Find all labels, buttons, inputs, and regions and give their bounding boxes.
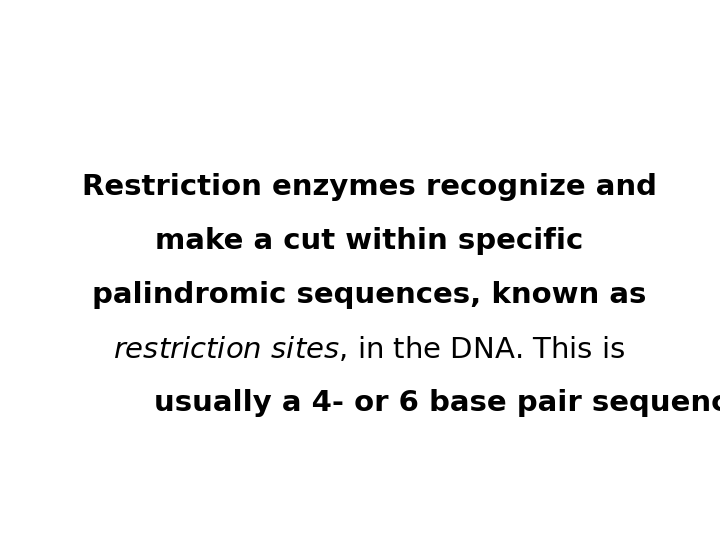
Text: usually a 4- or 6 base pair sequence.: usually a 4- or 6 base pair sequence. — [154, 389, 720, 417]
Text: palindromic sequences, known as: palindromic sequences, known as — [92, 281, 646, 309]
Text: make a cut within specific: make a cut within specific — [155, 227, 583, 255]
Text: Restriction enzymes recognize and: Restriction enzymes recognize and — [81, 173, 657, 201]
Text: $\bf{\it{restriction\ sites}}$, in the DNA. This is: $\bf{\it{restriction\ sites}}$, in the D… — [113, 335, 625, 364]
